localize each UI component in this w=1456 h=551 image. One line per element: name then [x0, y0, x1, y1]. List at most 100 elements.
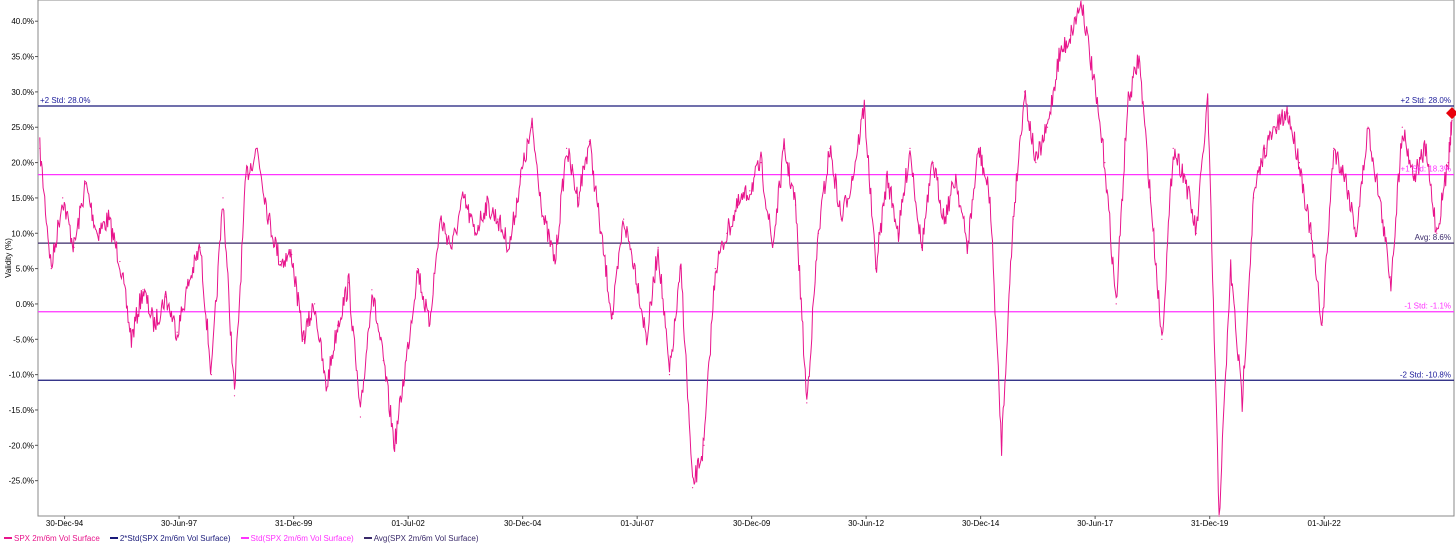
data-point: [1241, 402, 1243, 404]
data-point: [703, 444, 705, 446]
legend-swatch: [363, 537, 372, 539]
reference-line-label: Avg: 8.6%: [1415, 233, 1451, 242]
x-tick-label: 01-Jul-07: [620, 519, 654, 528]
data-point: [566, 147, 568, 149]
series-line-spx-vol: [39, 0, 1453, 516]
data-point: [417, 268, 419, 270]
series-group: [39, 0, 1456, 517]
data-point: [508, 246, 510, 248]
data-point: [1126, 105, 1129, 107]
x-tick-label: 31-Dec-19: [1191, 519, 1229, 528]
data-point: [817, 232, 820, 234]
data-point: [50, 268, 52, 270]
data-point: [966, 246, 968, 248]
data-point: [142, 289, 144, 291]
data-point: [543, 218, 545, 220]
data-point: [1436, 232, 1438, 234]
data-point: [657, 246, 659, 248]
y-tick-label: 15.0%: [11, 194, 34, 203]
data-point: [96, 232, 98, 234]
legend: SPX 2m/6m Vol Surface 2*Std(SPX 2m/6m Vol…: [4, 531, 479, 545]
data-point: [1138, 55, 1140, 58]
reference-line-label: +2 Std: 28.0%: [1401, 96, 1451, 105]
y-tick-label: -15.0%: [9, 406, 34, 415]
reference-line-label: +1 Std: 18.3%: [1401, 165, 1451, 174]
data-point: [932, 162, 934, 164]
data-point: [1149, 197, 1152, 199]
data-point: [1451, 119, 1453, 121]
data-point: [989, 197, 991, 199]
x-tick-label: 01-Jul-02: [391, 519, 425, 528]
data-point: [794, 204, 797, 206]
data-point: [1275, 126, 1277, 128]
y-tick-label: 10.0%: [11, 229, 34, 238]
legend-item: 2*Std(SPX 2m/6m Vol Surface): [109, 531, 231, 545]
data-point: [840, 218, 842, 220]
data-point: [497, 218, 499, 220]
data-point: [256, 147, 258, 149]
data-point: [886, 176, 888, 178]
data-point: [428, 324, 430, 326]
data-point: [199, 246, 201, 248]
legend-item: Avg(SPX 2m/6m Vol Surface): [363, 531, 479, 545]
data-point: [1378, 197, 1381, 199]
data-point: [588, 140, 591, 142]
data-point: [1344, 176, 1346, 178]
data-point: [1069, 34, 1071, 36]
data-point: [1046, 126, 1049, 128]
data-point: [1161, 338, 1163, 340]
y-tick-label: -25.0%: [9, 477, 34, 486]
data-point: [1424, 147, 1426, 149]
data-point: [1184, 176, 1186, 178]
data-point: [1310, 232, 1312, 234]
data-point: [337, 324, 339, 326]
data-point: [921, 246, 923, 248]
data-point: [668, 374, 671, 376]
data-point: [863, 105, 865, 107]
annotations: +2 Std: 28.0% +2 Std: 28.0% +1 Std: 18.3% A…: [40, 96, 1451, 379]
data-point: [1413, 176, 1415, 178]
data-point: [1264, 147, 1266, 149]
data-point: [692, 487, 694, 489]
data-point: [245, 176, 247, 178]
last-value-marker: [1445, 107, 1456, 120]
legend-item: SPX 2m/6m Vol Surface: [4, 531, 100, 545]
data-point: [188, 282, 190, 284]
y-axis-label: Validity (%): [4, 238, 13, 278]
data-point: [314, 303, 316, 305]
x-tick-label: 30-Dec-14: [962, 519, 1000, 528]
data-point: [1367, 126, 1369, 128]
data-point: [1218, 515, 1220, 517]
data-point: [646, 338, 648, 340]
x-tick-label: 30-Dec-94: [46, 519, 84, 528]
y-tick-label: -5.0%: [13, 335, 34, 344]
data-point: [153, 324, 155, 326]
data-point: [325, 388, 327, 390]
data-point: [531, 126, 533, 128]
data-point: [726, 232, 728, 234]
data-point: [394, 444, 396, 446]
data-point: [485, 204, 487, 206]
data-point: [107, 218, 110, 220]
x-tick-label: 30-Jun-17: [1077, 519, 1114, 528]
data-point: [1401, 126, 1403, 128]
data-point: [714, 268, 716, 270]
data-point: [909, 147, 911, 149]
reference-line-label: -2 Std: -10.8%: [1400, 370, 1451, 379]
data-point: [474, 232, 476, 234]
legend-swatch: [109, 537, 118, 539]
data-point: [210, 374, 212, 376]
data-point: [233, 395, 236, 397]
data-point: [165, 296, 167, 298]
legend-label: 2*Std(SPX 2m/6m Vol Surface): [119, 533, 231, 543]
data-point: [1012, 218, 1014, 220]
y-tick-label: -20.0%: [9, 441, 34, 450]
y-tick-label: -10.0%: [9, 371, 34, 380]
data-point: [462, 197, 465, 199]
data-point: [1001, 444, 1003, 446]
data-point: [39, 147, 41, 149]
data-point: [1355, 232, 1357, 234]
data-point: [1253, 197, 1255, 199]
data-point: [1333, 147, 1335, 149]
